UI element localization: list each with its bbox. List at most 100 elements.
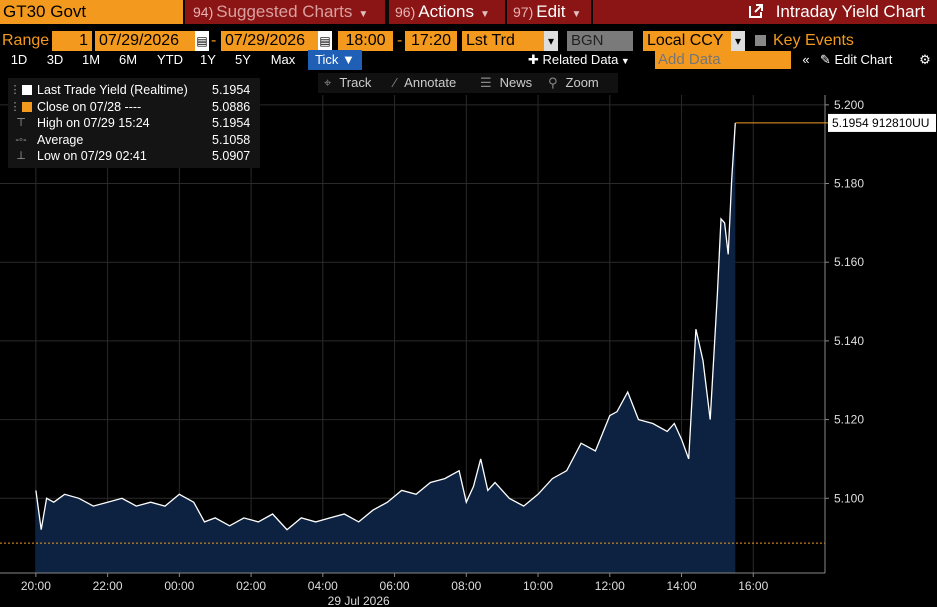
legend-value: 5.1058 (212, 132, 251, 147)
track-button[interactable]: ⌖ Track (324, 73, 371, 93)
news-icon: ☰ (480, 75, 492, 90)
legend-value: 5.0886 (212, 99, 251, 114)
field-select[interactable]: Lst Trd Yld (462, 31, 544, 69)
magnifier-icon: ⚲ (548, 75, 558, 90)
y-tick-label: 5.160 (834, 255, 864, 269)
range-button-3d[interactable]: 3D (46, 52, 64, 67)
key-events-checkbox[interactable] (755, 35, 766, 46)
actions-label: Actions (418, 2, 474, 21)
legend: ⋮ Last Trade Yield (Realtime) 5.1954 ⋮ Close… (8, 78, 260, 168)
range-button-ytd[interactable]: YTD (157, 52, 183, 67)
line-draw-icon: ⁄ (394, 75, 397, 90)
y-tick-label: 5.100 (834, 491, 864, 505)
chart-title: Intraday Yield Chart (775, 2, 925, 21)
legend-row[interactable]: -◦- Average 5.1058 (8, 132, 260, 148)
legend-value: 5.0907 (212, 149, 251, 163)
related-data-label: Related Data (542, 52, 619, 67)
start-date-input[interactable]: 07/29/2026 (95, 31, 195, 51)
calendar-icon[interactable]: ▤ (195, 31, 209, 51)
annotate-button[interactable]: ⁄ Annotate (394, 73, 456, 93)
pencil-icon: ✎ (820, 52, 835, 67)
function-number: 97) (513, 4, 534, 20)
news-button[interactable]: ☰ News (480, 73, 532, 93)
legend-value: 5.1954 (212, 83, 251, 97)
yield-line[interactable] (35, 122, 736, 531)
legend-name: High on 07/29 15:24 (37, 116, 150, 130)
y-tick-label: 5.120 (834, 413, 864, 427)
plus-icon: ✚ (528, 52, 543, 67)
edit-menu-button[interactable]: 97) Edit ▼ (507, 0, 591, 24)
chevron-down-icon[interactable]: ▾ (544, 31, 558, 51)
legend-swatch (22, 85, 32, 95)
key-events-label: Key Events (773, 32, 854, 49)
edit-chart-button[interactable]: ✎ Edit Chart (820, 50, 916, 70)
x-tick-label: 10:00 (523, 579, 553, 593)
last-value-label: 5.1954 912810UU (832, 116, 929, 130)
range-label: Range (2, 32, 50, 49)
end-date-input[interactable]: 07/29/2026 (221, 31, 319, 51)
x-tick-label: 20:00 (21, 579, 51, 593)
tick-label: Tick (315, 52, 339, 67)
caret-down-icon: ▼ (618, 56, 630, 66)
range-button-6m[interactable]: 6M (118, 52, 138, 67)
range-input[interactable]: 1 (52, 31, 92, 51)
date-separator: - (211, 32, 217, 49)
zoom-label: Zoom (565, 75, 599, 90)
edit-label: Edit (536, 2, 566, 21)
track-label: Track (339, 75, 372, 90)
date-label: 29 Jul 2026 (328, 594, 390, 607)
legend-row[interactable]: ⋮ Last Trade Yield (Realtime) 5.1954 (8, 82, 260, 98)
x-tick-label: 00:00 (164, 579, 194, 593)
end-time-input[interactable]: 17:20 (405, 31, 457, 51)
suggested-charts-label: Suggested Charts (216, 2, 353, 21)
y-tick-label: 5.180 (834, 177, 864, 191)
collapse-icon[interactable]: « (802, 52, 810, 67)
range-button-1y[interactable]: 1Y (200, 52, 216, 67)
add-data-input[interactable] (655, 51, 791, 69)
related-data-button[interactable]: ✚ Related Data ▼ (528, 50, 648, 70)
start-time-input[interactable]: 18:00 (338, 31, 393, 51)
currency-select[interactable]: Local CCY (643, 31, 731, 51)
range-button-1m[interactable]: 1M (81, 52, 101, 67)
x-tick-label: 06:00 (380, 579, 410, 593)
legend-row[interactable]: ⋮ Close on 07/28 ---- 5.0886 (8, 99, 260, 115)
chevron-down-icon[interactable]: ▾ (731, 31, 745, 51)
tick-button[interactable]: Tick ▼ (308, 50, 362, 70)
legend-handle-icon: -◦- (15, 133, 27, 146)
function-number: 96) (395, 4, 416, 20)
legend-handle-icon: ⊥ (16, 150, 26, 162)
ticker-label: GT30 Govt (3, 2, 87, 21)
actions-menu-button[interactable]: 96) Actions ▼ (389, 0, 505, 24)
x-tick-label: 16:00 (738, 579, 768, 593)
legend-row[interactable]: ⊤ High on 07/29 15:24 5.1954 (8, 115, 260, 131)
range-button-1d[interactable]: 1D (10, 52, 28, 67)
y-tick-label: 5.140 (834, 334, 864, 348)
suggested-charts-button[interactable]: 94) Suggested Charts ▼ (185, 0, 385, 24)
caret-down-icon: ▼ (358, 9, 369, 20)
yield-chart[interactable]: 5.100 5.120 5.140 5.160 5.180 5.200 20:00 22:00… (0, 95, 937, 607)
legend-handle-icon: ⋮ (9, 84, 21, 96)
legend-name: Close on 07/28 ---- (37, 99, 142, 114)
x-tick-label: 04:00 (308, 579, 338, 593)
legend-row[interactable]: ⊥ Low on 07/29 02:41 5.0907 (8, 148, 260, 164)
popout-icon[interactable] (748, 0, 764, 24)
chart-toolbar (318, 73, 618, 93)
ticker-field[interactable]: GT30 Govt (0, 0, 183, 24)
legend-value: 5.1954 (212, 116, 251, 130)
range-button-max[interactable]: Max (270, 52, 296, 67)
x-tick-label: 14:00 (667, 579, 697, 593)
news-label: News (499, 75, 533, 90)
range-button-5y[interactable]: 5Y (235, 52, 251, 67)
caret-down-icon: ▼ (479, 9, 490, 20)
zoom-button[interactable]: ⚲ Zoom (548, 73, 599, 93)
calendar-icon[interactable]: ▤ (318, 31, 332, 51)
time-separator: - (397, 32, 403, 49)
source-input[interactable]: BGN (567, 31, 633, 51)
gear-icon[interactable]: ⚙ (919, 52, 931, 67)
annotate-label: Annotate (404, 75, 457, 90)
x-tick-label: 12:00 (595, 579, 625, 593)
legend-name: Average (37, 132, 84, 147)
caret-down-icon: ▼ (342, 52, 355, 67)
x-tick-label: 22:00 (93, 579, 123, 593)
legend-name: Low on 07/29 02:41 (37, 149, 147, 163)
